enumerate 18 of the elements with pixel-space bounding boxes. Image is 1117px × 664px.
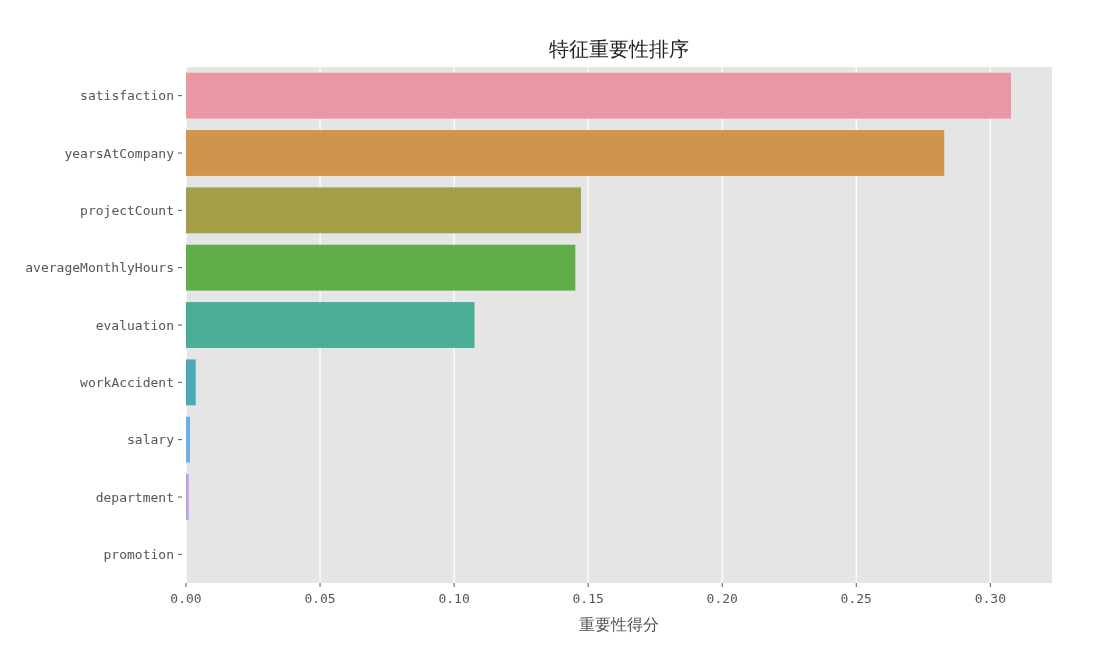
y-tick-label: salary	[127, 432, 175, 448]
x-tick-label: 0.25	[840, 591, 872, 606]
y-tick-label: averageMonthlyHours	[25, 260, 174, 276]
y-tick-label: promotion	[103, 546, 174, 562]
x-tick-label: 0.15	[572, 591, 604, 606]
y-tick-label: yearsAtCompany	[64, 145, 175, 161]
x-axis-title: 重要性得分	[579, 615, 659, 634]
y-tick-label: workAccident	[80, 374, 174, 390]
chart-title: 特征重要性排序	[549, 37, 689, 61]
x-tick-label: 0.05	[304, 591, 336, 606]
y-tick-label: department	[95, 489, 174, 505]
x-tick-label: 0.30	[974, 591, 1006, 606]
x-tick-label: 0.10	[438, 591, 470, 606]
x-tick-label: 0.20	[706, 591, 738, 606]
y-tick-label: evaluation	[95, 317, 174, 333]
y-tick-label: satisfaction	[80, 88, 174, 104]
x-tick-label: 0.00	[170, 591, 202, 606]
y-tick-label: projectCount	[80, 202, 174, 218]
